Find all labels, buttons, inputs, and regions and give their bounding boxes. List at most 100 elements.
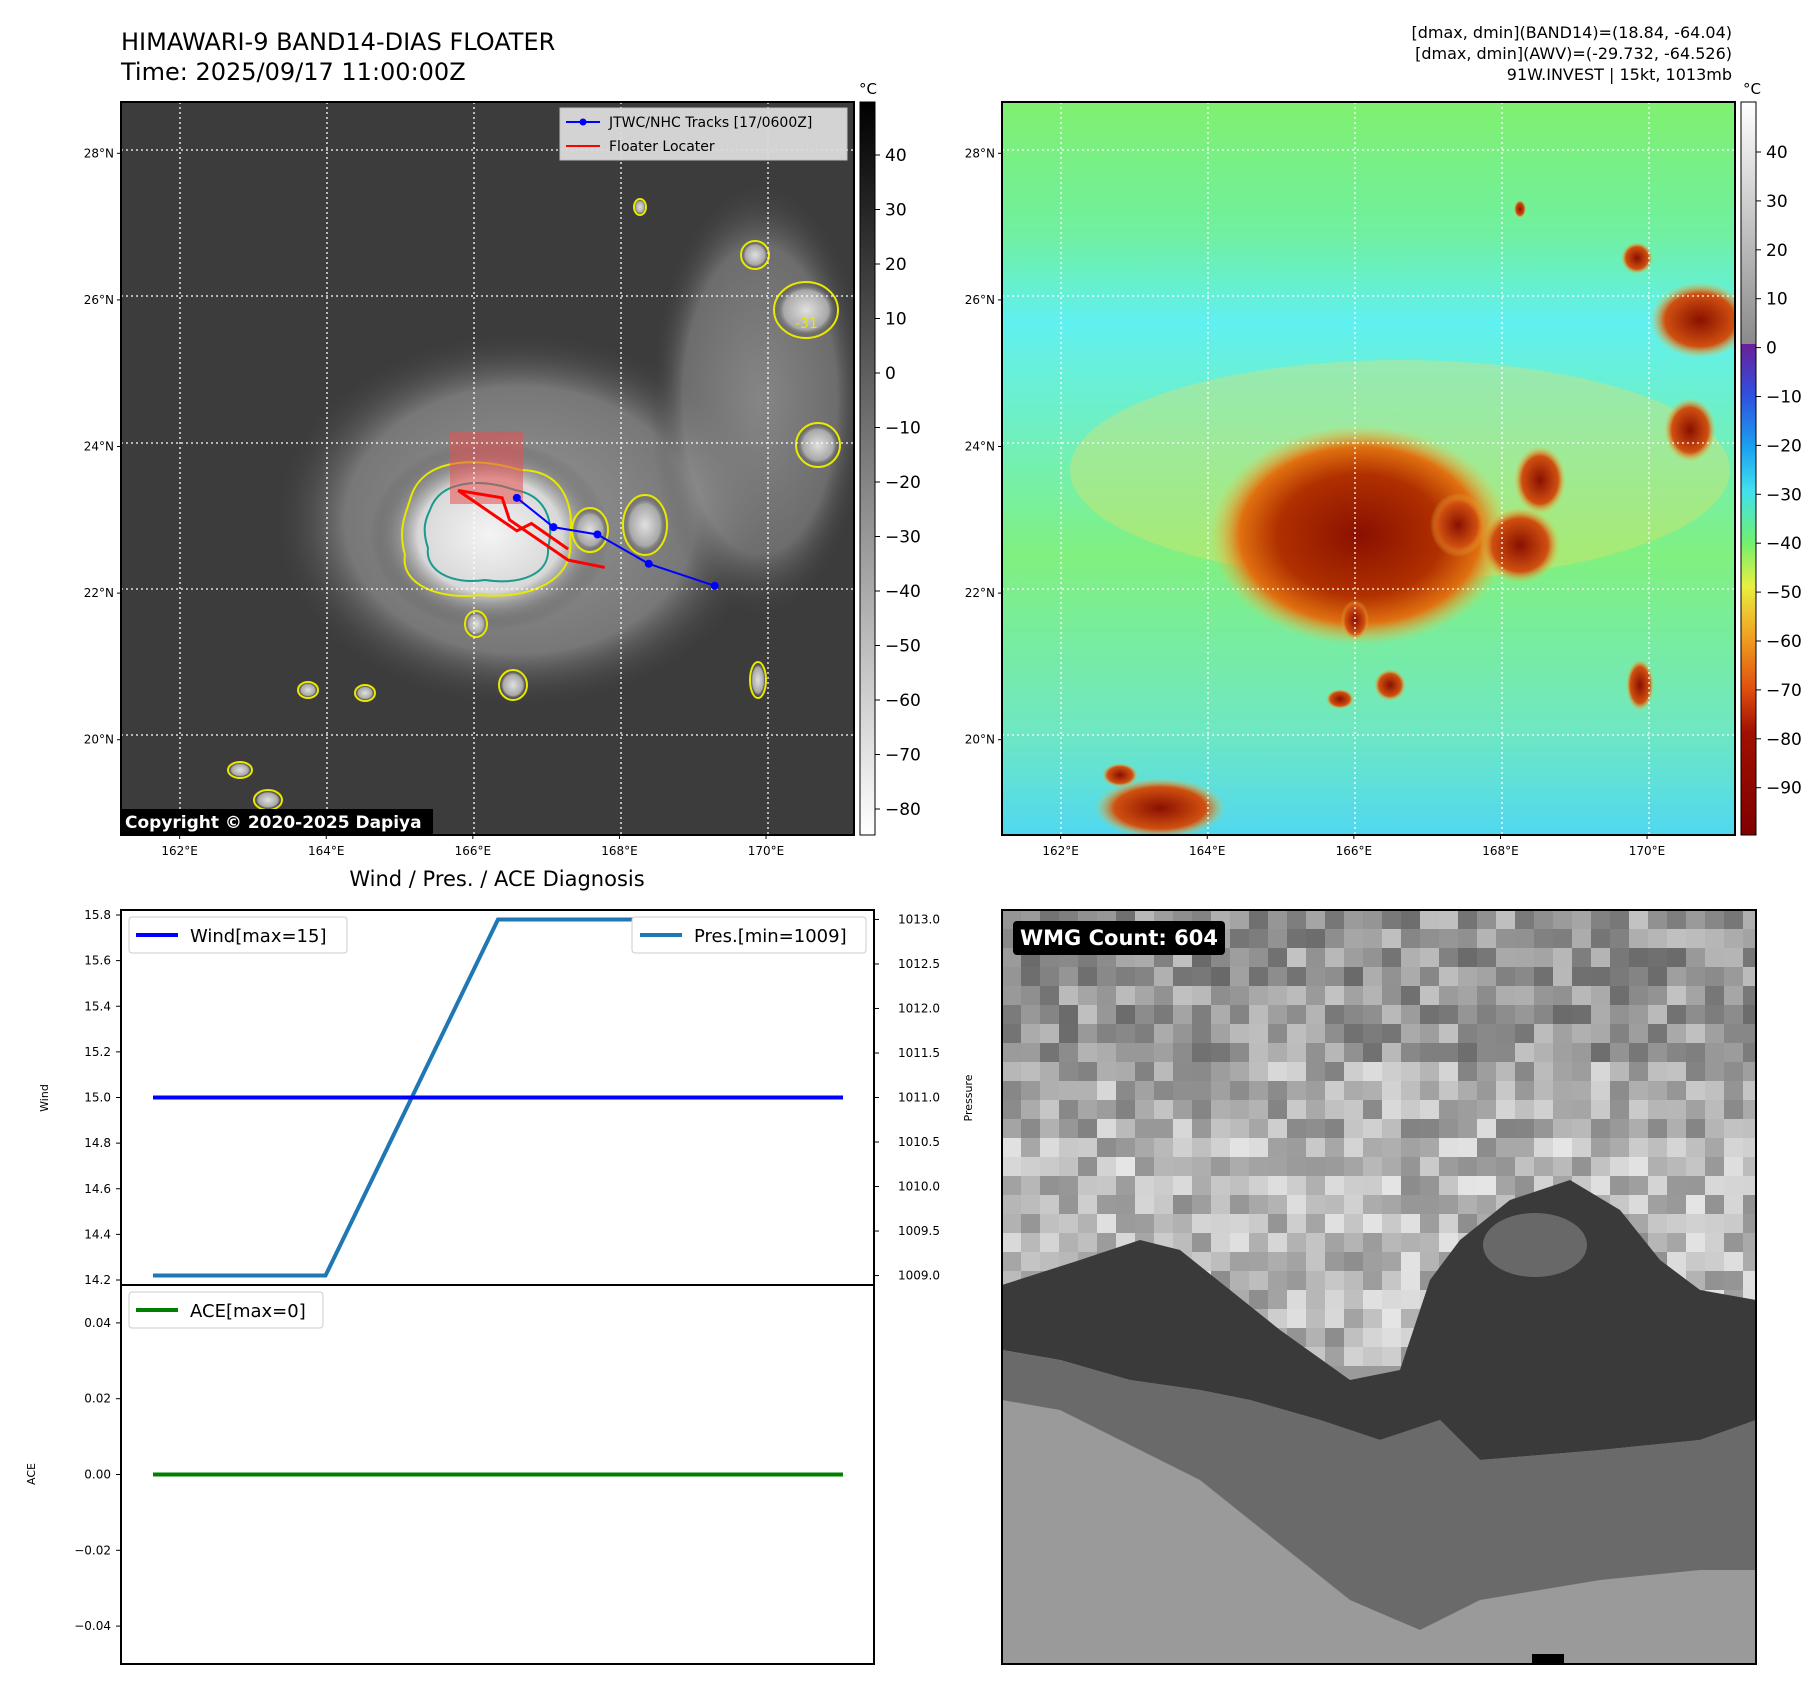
wmg-cell — [1097, 1024, 1116, 1043]
wmg-cell — [1648, 967, 1667, 986]
wmg-cell — [1458, 967, 1477, 986]
wmg-cell — [1705, 1233, 1724, 1252]
wmg-cell — [1306, 1062, 1325, 1081]
wmg-cell — [1116, 1157, 1135, 1176]
contour-cell-far-n — [633, 198, 647, 216]
wmg-cell — [1629, 1195, 1648, 1214]
wmg-cell — [1116, 1138, 1135, 1157]
wmg-cell — [1363, 1328, 1382, 1347]
wmg-cell — [1496, 986, 1515, 1005]
wmg-cell — [1249, 1081, 1268, 1100]
wmg-cell — [1705, 1119, 1724, 1138]
wmg-cell — [1477, 1100, 1496, 1119]
wmg-cell — [1021, 1005, 1040, 1024]
wmg-cell — [1021, 1195, 1040, 1214]
wmg-cell — [1458, 1214, 1477, 1233]
figure-title: HIMAWARI-9 BAND14-DIAS FLOATER — [121, 28, 555, 56]
wmg-cell — [1154, 1138, 1173, 1157]
ace-tick-label: 0.02 — [84, 1392, 111, 1406]
wmg-cell — [1382, 986, 1401, 1005]
wmg-cell — [1230, 1233, 1249, 1252]
lat-tick-label: 22°N — [84, 586, 114, 600]
wmg-cell — [1325, 1157, 1344, 1176]
wmg-cell — [1648, 1081, 1667, 1100]
wmg-cell — [1002, 1005, 1021, 1024]
wmg-cell — [1382, 1081, 1401, 1100]
wmg-cell — [1287, 948, 1306, 967]
wmg-count-label: WMG Count: 604 — [1020, 926, 1218, 950]
wmg-cell — [1515, 1081, 1534, 1100]
wmg-cell — [1534, 1024, 1553, 1043]
wmg-cell — [1648, 1043, 1667, 1062]
wmg-cell — [1591, 948, 1610, 967]
wmg-cell — [1610, 986, 1629, 1005]
wmg-cell — [1363, 1309, 1382, 1328]
wmg-cell — [1686, 1214, 1705, 1233]
colorbar-tick-label: 30 — [1766, 192, 1788, 212]
awv-cell-6 — [1621, 242, 1653, 274]
wmg-cell — [1667, 1024, 1686, 1043]
wmg-cell — [1211, 1138, 1230, 1157]
wmg-cell — [1363, 1347, 1382, 1366]
wmg-cell — [1439, 910, 1458, 929]
wmg-cell — [1344, 1309, 1363, 1328]
wmg-cell — [1591, 1157, 1610, 1176]
wmg-cell — [1154, 1024, 1173, 1043]
wmg-cell — [1097, 986, 1116, 1005]
wmg-cell — [1192, 1100, 1211, 1119]
wmg-cell — [1743, 1062, 1756, 1081]
wmg-cell — [1439, 1100, 1458, 1119]
wmg-cell — [1306, 910, 1325, 929]
lon-tick-label: 170°E — [748, 844, 785, 858]
wmg-cell — [1382, 1328, 1401, 1347]
wmg-cell — [1724, 1271, 1743, 1290]
lon-tick-label: 162°E — [1042, 844, 1079, 858]
wmg-cell — [1002, 967, 1021, 986]
wmg-cell — [1116, 986, 1135, 1005]
wmg-cell — [1629, 1157, 1648, 1176]
wmg-cell — [1629, 910, 1648, 929]
wmg-cell — [1306, 1290, 1325, 1309]
wmg-cell — [1382, 1119, 1401, 1138]
wmg-cell — [1154, 1119, 1173, 1138]
wmg-cell — [1021, 1043, 1040, 1062]
wmg-cell — [1135, 1081, 1154, 1100]
copyright-text: Copyright © 2020-2025 Dapiya — [125, 813, 422, 833]
wmg-cell — [1382, 1290, 1401, 1309]
wmg-cell — [1325, 948, 1344, 967]
wmg-cell — [1648, 1157, 1667, 1176]
wmg-cell — [1268, 1233, 1287, 1252]
wmg-cell — [1344, 967, 1363, 986]
wmg-cell — [1705, 910, 1724, 929]
wmg-cell — [1477, 910, 1496, 929]
wmg-cell — [1382, 1214, 1401, 1233]
wmg-cell — [1610, 1043, 1629, 1062]
wmg-cell — [1135, 1138, 1154, 1157]
wmg-cell — [1553, 948, 1572, 967]
wmg-cell — [1211, 1252, 1230, 1271]
wmg-cell — [1116, 1043, 1135, 1062]
wmg-cell — [1268, 986, 1287, 1005]
contour-label: -31 — [795, 316, 818, 332]
colorbar-tick-label: −40 — [885, 582, 921, 602]
wmg-cell — [1344, 1176, 1363, 1195]
wmg-cell — [1515, 1043, 1534, 1062]
wmg-cell — [1667, 1195, 1686, 1214]
track-point — [549, 523, 558, 532]
wmg-cell — [1724, 1024, 1743, 1043]
contour-cell-ne-2 — [740, 240, 770, 270]
wmg-cell — [1420, 910, 1439, 929]
wmg-cell — [1344, 1119, 1363, 1138]
contour-cell-sw — [297, 681, 319, 699]
wmg-cell — [1553, 1081, 1572, 1100]
pressure-legend-label: Pres.[min=1009] — [694, 926, 847, 947]
wmg-cell — [1344, 1271, 1363, 1290]
colorbar-tick-label: −80 — [1766, 730, 1802, 750]
wmg-frame — [1001, 909, 1757, 1665]
wmg-cell — [1078, 1176, 1097, 1195]
wmg-cell — [1344, 1062, 1363, 1081]
wmg-cell — [1059, 1138, 1078, 1157]
wind-tick-label: 15.8 — [84, 908, 111, 922]
wmg-cell — [1021, 1100, 1040, 1119]
wmg-cell — [1629, 1119, 1648, 1138]
